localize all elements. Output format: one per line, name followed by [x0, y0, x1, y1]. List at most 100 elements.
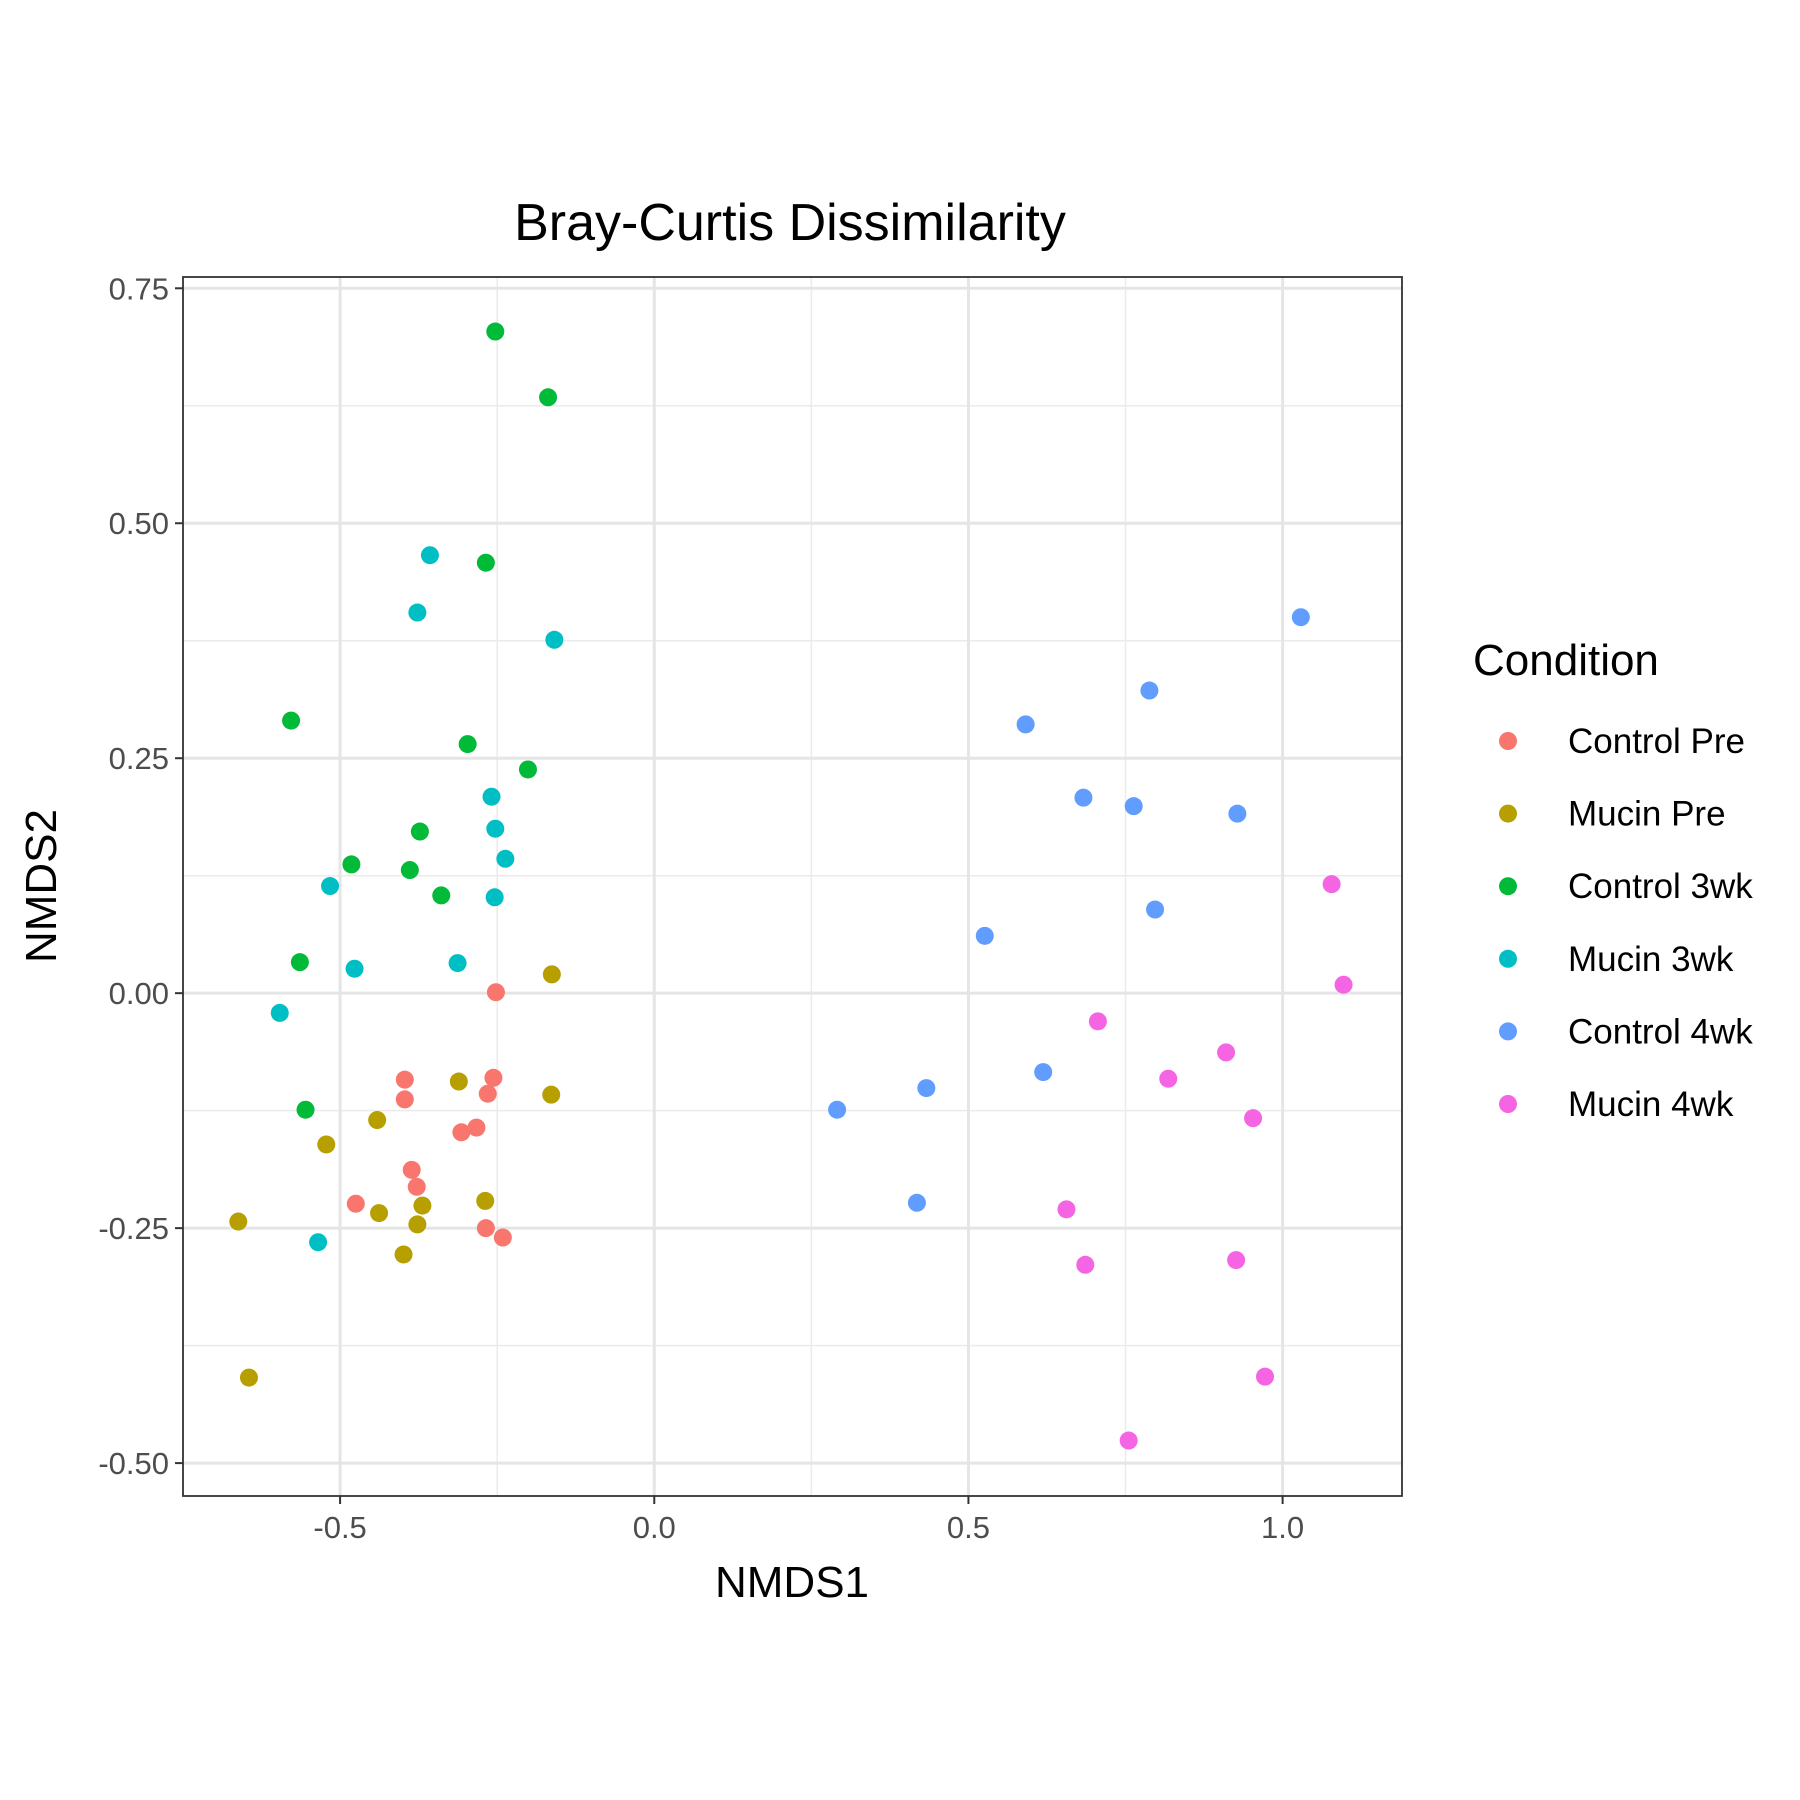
- data-point: [828, 1100, 847, 1119]
- legend-label: Control 4wk: [1568, 1012, 1753, 1051]
- data-point: [448, 954, 467, 973]
- data-point: [1088, 1012, 1107, 1031]
- data-point: [917, 1079, 936, 1098]
- data-point: [493, 1228, 512, 1247]
- data-point: [486, 983, 505, 1002]
- data-point: [482, 787, 501, 806]
- data-point: [400, 861, 419, 880]
- data-point: [485, 888, 504, 907]
- data-point: [368, 1111, 387, 1130]
- data-point: [907, 1193, 926, 1212]
- legend-label: Control Pre: [1568, 722, 1745, 761]
- data-point: [542, 965, 561, 984]
- data-point: [1140, 681, 1159, 700]
- series-control-pre: [346, 983, 512, 1247]
- x-tick-label: -0.5: [313, 1510, 366, 1545]
- axes: -0.5 0.0 0.5 1.0 -0.50 -0.25 0.00 0.25 0.50 0.75: [98, 271, 1304, 1545]
- data-point: [1076, 1255, 1095, 1274]
- y-tick-label: -0.25: [98, 1211, 169, 1246]
- legend-key: [1499, 877, 1517, 896]
- x-axis-title: NMDS1: [715, 1558, 869, 1607]
- legend-key: [1499, 732, 1517, 750]
- data-point: [370, 1204, 389, 1223]
- data-point: [1228, 804, 1247, 823]
- y-tick-label: 0.25: [109, 741, 169, 776]
- data-point: [467, 1118, 486, 1137]
- grid: [182, 277, 1402, 1496]
- series-mucin-4wk: [1057, 875, 1353, 1450]
- legend-key: [1499, 1095, 1517, 1113]
- legend-label: Mucin 3wk: [1568, 940, 1734, 979]
- legend-label: Mucin 4wk: [1568, 1085, 1734, 1124]
- series-mucin-3wk: [270, 546, 564, 1252]
- data-points: [229, 322, 1353, 1450]
- data-point: [342, 855, 361, 874]
- data-point: [239, 1368, 258, 1387]
- data-point: [413, 1196, 432, 1215]
- data-point: [452, 1123, 471, 1142]
- data-point: [478, 1084, 497, 1103]
- y-tick-label: 0.50: [109, 506, 169, 541]
- data-point: [496, 849, 515, 868]
- data-point: [1034, 1063, 1053, 1082]
- data-point: [410, 822, 429, 841]
- legend-key: [1499, 949, 1517, 968]
- data-point: [229, 1212, 248, 1231]
- data-point: [476, 1191, 495, 1210]
- data-point: [345, 959, 364, 978]
- x-tick-label: 0.5: [947, 1510, 990, 1545]
- data-point: [518, 760, 537, 779]
- y-tick-label: -0.50: [98, 1446, 169, 1481]
- data-point: [395, 1090, 414, 1109]
- data-point: [402, 1160, 421, 1179]
- y-tick-label: 0.00: [109, 976, 169, 1011]
- data-point: [346, 1194, 365, 1213]
- data-point: [1291, 608, 1310, 627]
- data-point: [1119, 1431, 1138, 1450]
- data-point: [476, 553, 495, 572]
- legend-label: Mucin Pre: [1568, 795, 1726, 834]
- y-axis-title: NMDS2: [17, 809, 66, 963]
- data-point: [1146, 900, 1165, 919]
- plot-panel-border: [182, 276, 1403, 1497]
- data-point: [1227, 1251, 1246, 1270]
- data-point: [317, 1135, 336, 1154]
- chart-title: Bray-Curtis Dissimilarity: [514, 194, 1066, 252]
- data-point: [309, 1233, 328, 1252]
- x-tick-label: 0.0: [633, 1510, 676, 1545]
- data-point: [1322, 875, 1341, 894]
- data-point: [270, 1003, 289, 1022]
- data-point: [1256, 1367, 1275, 1386]
- data-point: [476, 1219, 495, 1238]
- legend-title: Condition: [1473, 636, 1659, 685]
- data-point: [1217, 1043, 1236, 1062]
- data-point: [975, 926, 994, 945]
- data-point: [290, 953, 309, 972]
- data-point: [420, 546, 439, 565]
- data-point: [394, 1245, 413, 1264]
- series-mucin-pre: [229, 965, 561, 1387]
- data-point: [282, 711, 301, 730]
- data-point: [321, 877, 340, 896]
- data-point: [395, 1070, 414, 1089]
- data-point: [1334, 975, 1353, 994]
- data-point: [1057, 1200, 1076, 1219]
- data-point: [458, 735, 477, 754]
- data-point: [407, 1177, 426, 1196]
- data-point: [1016, 715, 1035, 734]
- data-point: [542, 1085, 561, 1104]
- data-point: [484, 1068, 503, 1087]
- data-point: [296, 1100, 315, 1119]
- series-control-3wk: [282, 322, 558, 1119]
- data-point: [1159, 1069, 1178, 1088]
- data-point: [539, 388, 558, 407]
- data-point: [408, 603, 427, 622]
- y-tick-label: 0.75: [109, 271, 169, 306]
- data-point: [486, 322, 505, 341]
- legend-key: [1499, 804, 1517, 823]
- data-point: [432, 886, 451, 905]
- legend-label: Control 3wk: [1568, 867, 1753, 906]
- x-tick-label: 1.0: [1261, 1510, 1304, 1545]
- data-point: [449, 1072, 468, 1091]
- legend: Condition Control Pre Mucin Pre Control 3w…: [1473, 636, 1753, 1124]
